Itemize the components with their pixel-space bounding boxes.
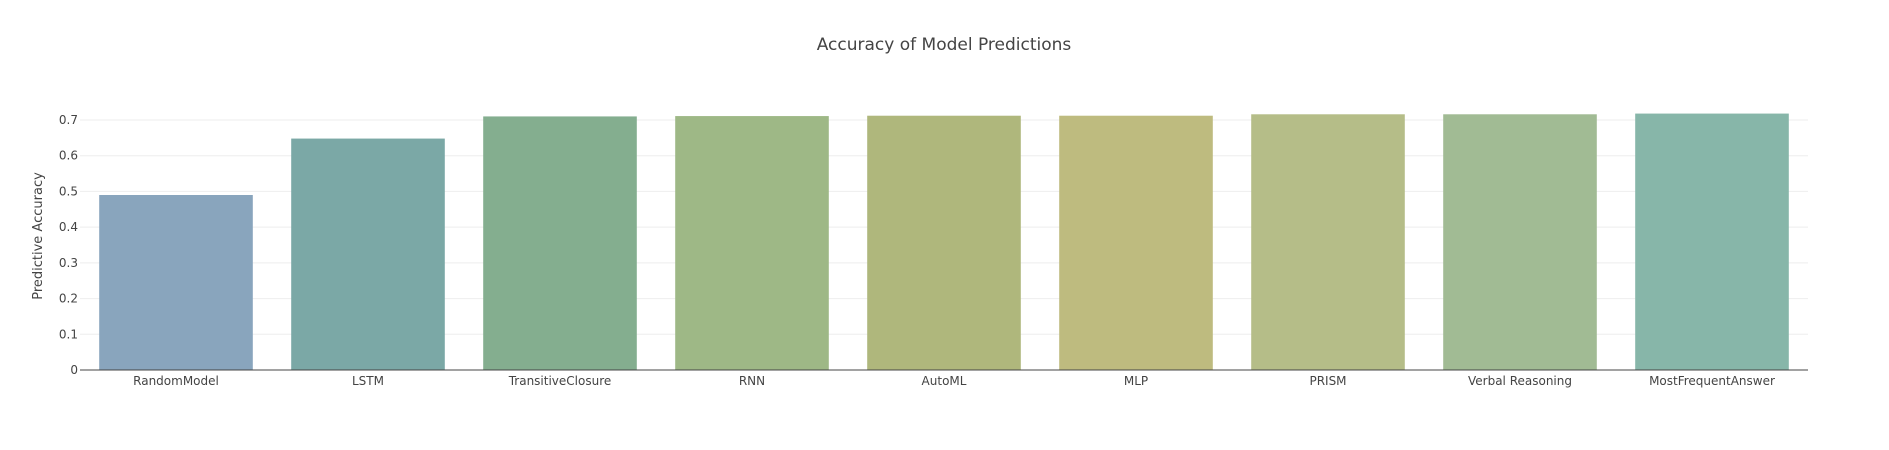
bar-mlp[interactable] <box>1059 115 1213 370</box>
y-tick-label: 0.2 <box>59 292 78 306</box>
x-axis-ticks: RandomModel LSTM TransitiveClosure RNN AutoM… <box>133 374 1775 388</box>
bar-rnn[interactable] <box>675 116 829 370</box>
bar-transitiveclosure[interactable] <box>483 116 637 370</box>
x-tick-label: LSTM <box>352 374 384 388</box>
bar-automl[interactable] <box>867 115 1021 370</box>
y-tick-label: 0.7 <box>59 113 78 127</box>
y-tick-label: 0.5 <box>59 184 78 198</box>
x-tick-label: PRISM <box>1309 374 1346 388</box>
y-tick-label: 0.4 <box>59 220 78 234</box>
bars <box>99 113 1789 371</box>
y-tick-label: 0 <box>70 363 78 377</box>
y-tick-label: 0.1 <box>59 327 78 341</box>
x-tick-label: RNN <box>739 374 765 388</box>
y-tick-label: 0.3 <box>59 256 78 270</box>
bar-randommodel[interactable] <box>99 195 253 370</box>
x-tick-label: Verbal Reasoning <box>1468 374 1572 388</box>
bar-prism[interactable] <box>1251 114 1405 371</box>
y-tick-label: 0.6 <box>59 149 78 163</box>
bar-lstm[interactable] <box>291 138 445 370</box>
x-tick-label: TransitiveClosure <box>508 374 612 388</box>
x-tick-label: MLP <box>1124 374 1148 388</box>
y-axis-ticks: 0 0.1 0.2 0.3 0.4 0.5 0.6 0.7 <box>59 113 78 377</box>
bar-verbal-reasoning[interactable] <box>1443 114 1597 371</box>
x-tick-label: MostFrequentAnswer <box>1649 374 1775 388</box>
x-tick-label: AutoML <box>922 374 967 388</box>
x-tick-label: RandomModel <box>133 374 219 388</box>
bar-mostfrequentanswer[interactable] <box>1635 113 1789 371</box>
chart-title: Accuracy of Model Predictions <box>817 35 1072 55</box>
y-axis-label: Predictive Accuracy <box>31 172 46 300</box>
